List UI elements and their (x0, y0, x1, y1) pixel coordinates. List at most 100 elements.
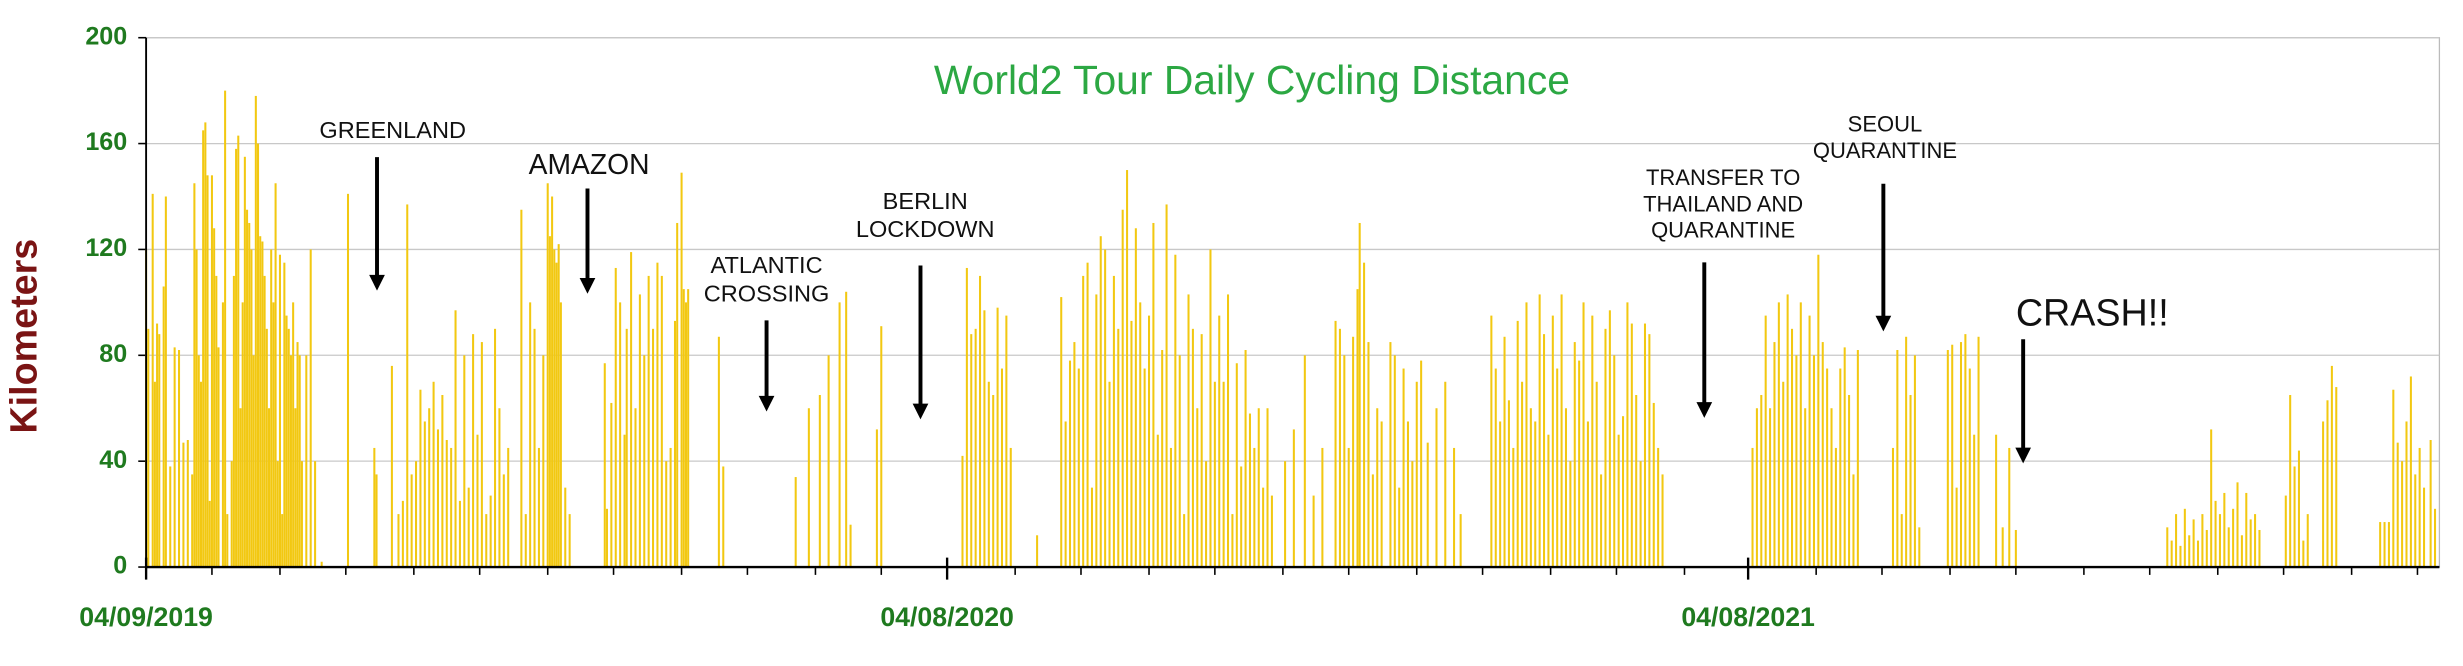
y-tick-label: 0 (113, 552, 127, 580)
bar (1538, 294, 1541, 568)
bar (476, 434, 479, 568)
bar (1777, 302, 1780, 568)
bar (880, 326, 883, 568)
bar (605, 508, 608, 568)
bar (296, 342, 299, 568)
bar (250, 249, 253, 568)
bar (520, 209, 523, 568)
annotation-text: SEOUL (1848, 111, 1923, 136)
bar (838, 302, 841, 568)
bar (1187, 294, 1190, 568)
bar (1191, 328, 1194, 568)
bar (1760, 395, 1763, 568)
bar (614, 267, 617, 568)
bar (401, 500, 404, 568)
bar (2205, 529, 2208, 568)
bar (445, 439, 448, 568)
bar (652, 328, 655, 568)
bar (458, 500, 461, 568)
bar (1222, 381, 1225, 568)
bar (1595, 381, 1598, 568)
bar (2240, 535, 2243, 568)
bar (1968, 368, 1971, 568)
bar (1389, 342, 1392, 568)
bar (827, 355, 830, 568)
bar (551, 196, 554, 568)
bar (818, 395, 821, 568)
bar (1755, 408, 1758, 568)
bar (162, 286, 165, 568)
bar (1099, 236, 1102, 568)
bar (246, 209, 249, 568)
annotation-text: CRASH!! (2016, 292, 2169, 334)
bar (283, 262, 286, 568)
bar (254, 95, 257, 568)
bar (1036, 535, 1039, 568)
bar (546, 183, 549, 568)
bar (1257, 408, 1260, 568)
bar (1321, 447, 1324, 568)
bar (182, 442, 185, 568)
bar (610, 402, 613, 568)
bar (1262, 487, 1265, 568)
bar (1147, 315, 1151, 568)
bar (961, 455, 964, 568)
bar (1995, 434, 1998, 568)
bar (147, 328, 150, 568)
bar (1005, 315, 1008, 568)
bar (970, 334, 973, 568)
bar (1529, 408, 1532, 568)
bar (1453, 447, 1456, 568)
bar (1200, 334, 1203, 568)
bar (1661, 474, 1664, 568)
bar (294, 408, 297, 568)
bar (849, 524, 852, 568)
x-tick-label: 04/08/2021 (1681, 602, 1815, 632)
bar (2232, 508, 2235, 568)
bar (2210, 429, 2213, 568)
bar (992, 395, 995, 568)
bar (1174, 254, 1177, 568)
bar (2170, 540, 2173, 568)
bar (2201, 514, 2204, 568)
bar (221, 302, 224, 568)
bar (2326, 400, 2329, 568)
bar (1973, 434, 1976, 568)
bar (1284, 461, 1287, 568)
bar (1905, 336, 1908, 568)
y-tick-label: 80 (99, 340, 127, 368)
bar (1613, 355, 1616, 568)
bar (1248, 413, 1251, 568)
bar (2401, 461, 2404, 568)
bar (983, 310, 986, 568)
bar (1169, 447, 1172, 568)
bar (2293, 466, 2296, 568)
bar (1639, 461, 1642, 568)
bar (2423, 487, 2426, 568)
bar (320, 561, 323, 568)
bar (1534, 421, 1537, 568)
bar (1343, 355, 1346, 568)
bar (2383, 522, 2386, 568)
annotation-text: QUARANTINE (1651, 218, 1795, 243)
bar (1652, 402, 1655, 568)
bar (1586, 421, 1589, 568)
bar (178, 350, 181, 568)
bar (186, 439, 189, 568)
bar (397, 514, 400, 568)
bar (1964, 334, 1967, 568)
bar (1635, 395, 1638, 568)
bar (1347, 447, 1350, 568)
bar (248, 222, 251, 568)
bar (1600, 474, 1603, 568)
bar (1402, 368, 1405, 568)
bar (191, 474, 194, 568)
bar (625, 328, 628, 568)
bar (298, 355, 301, 568)
bar (193, 183, 196, 568)
bar (1082, 275, 1085, 568)
arrow-head (1875, 315, 1892, 332)
bar (1126, 170, 1129, 568)
bar (164, 196, 167, 568)
